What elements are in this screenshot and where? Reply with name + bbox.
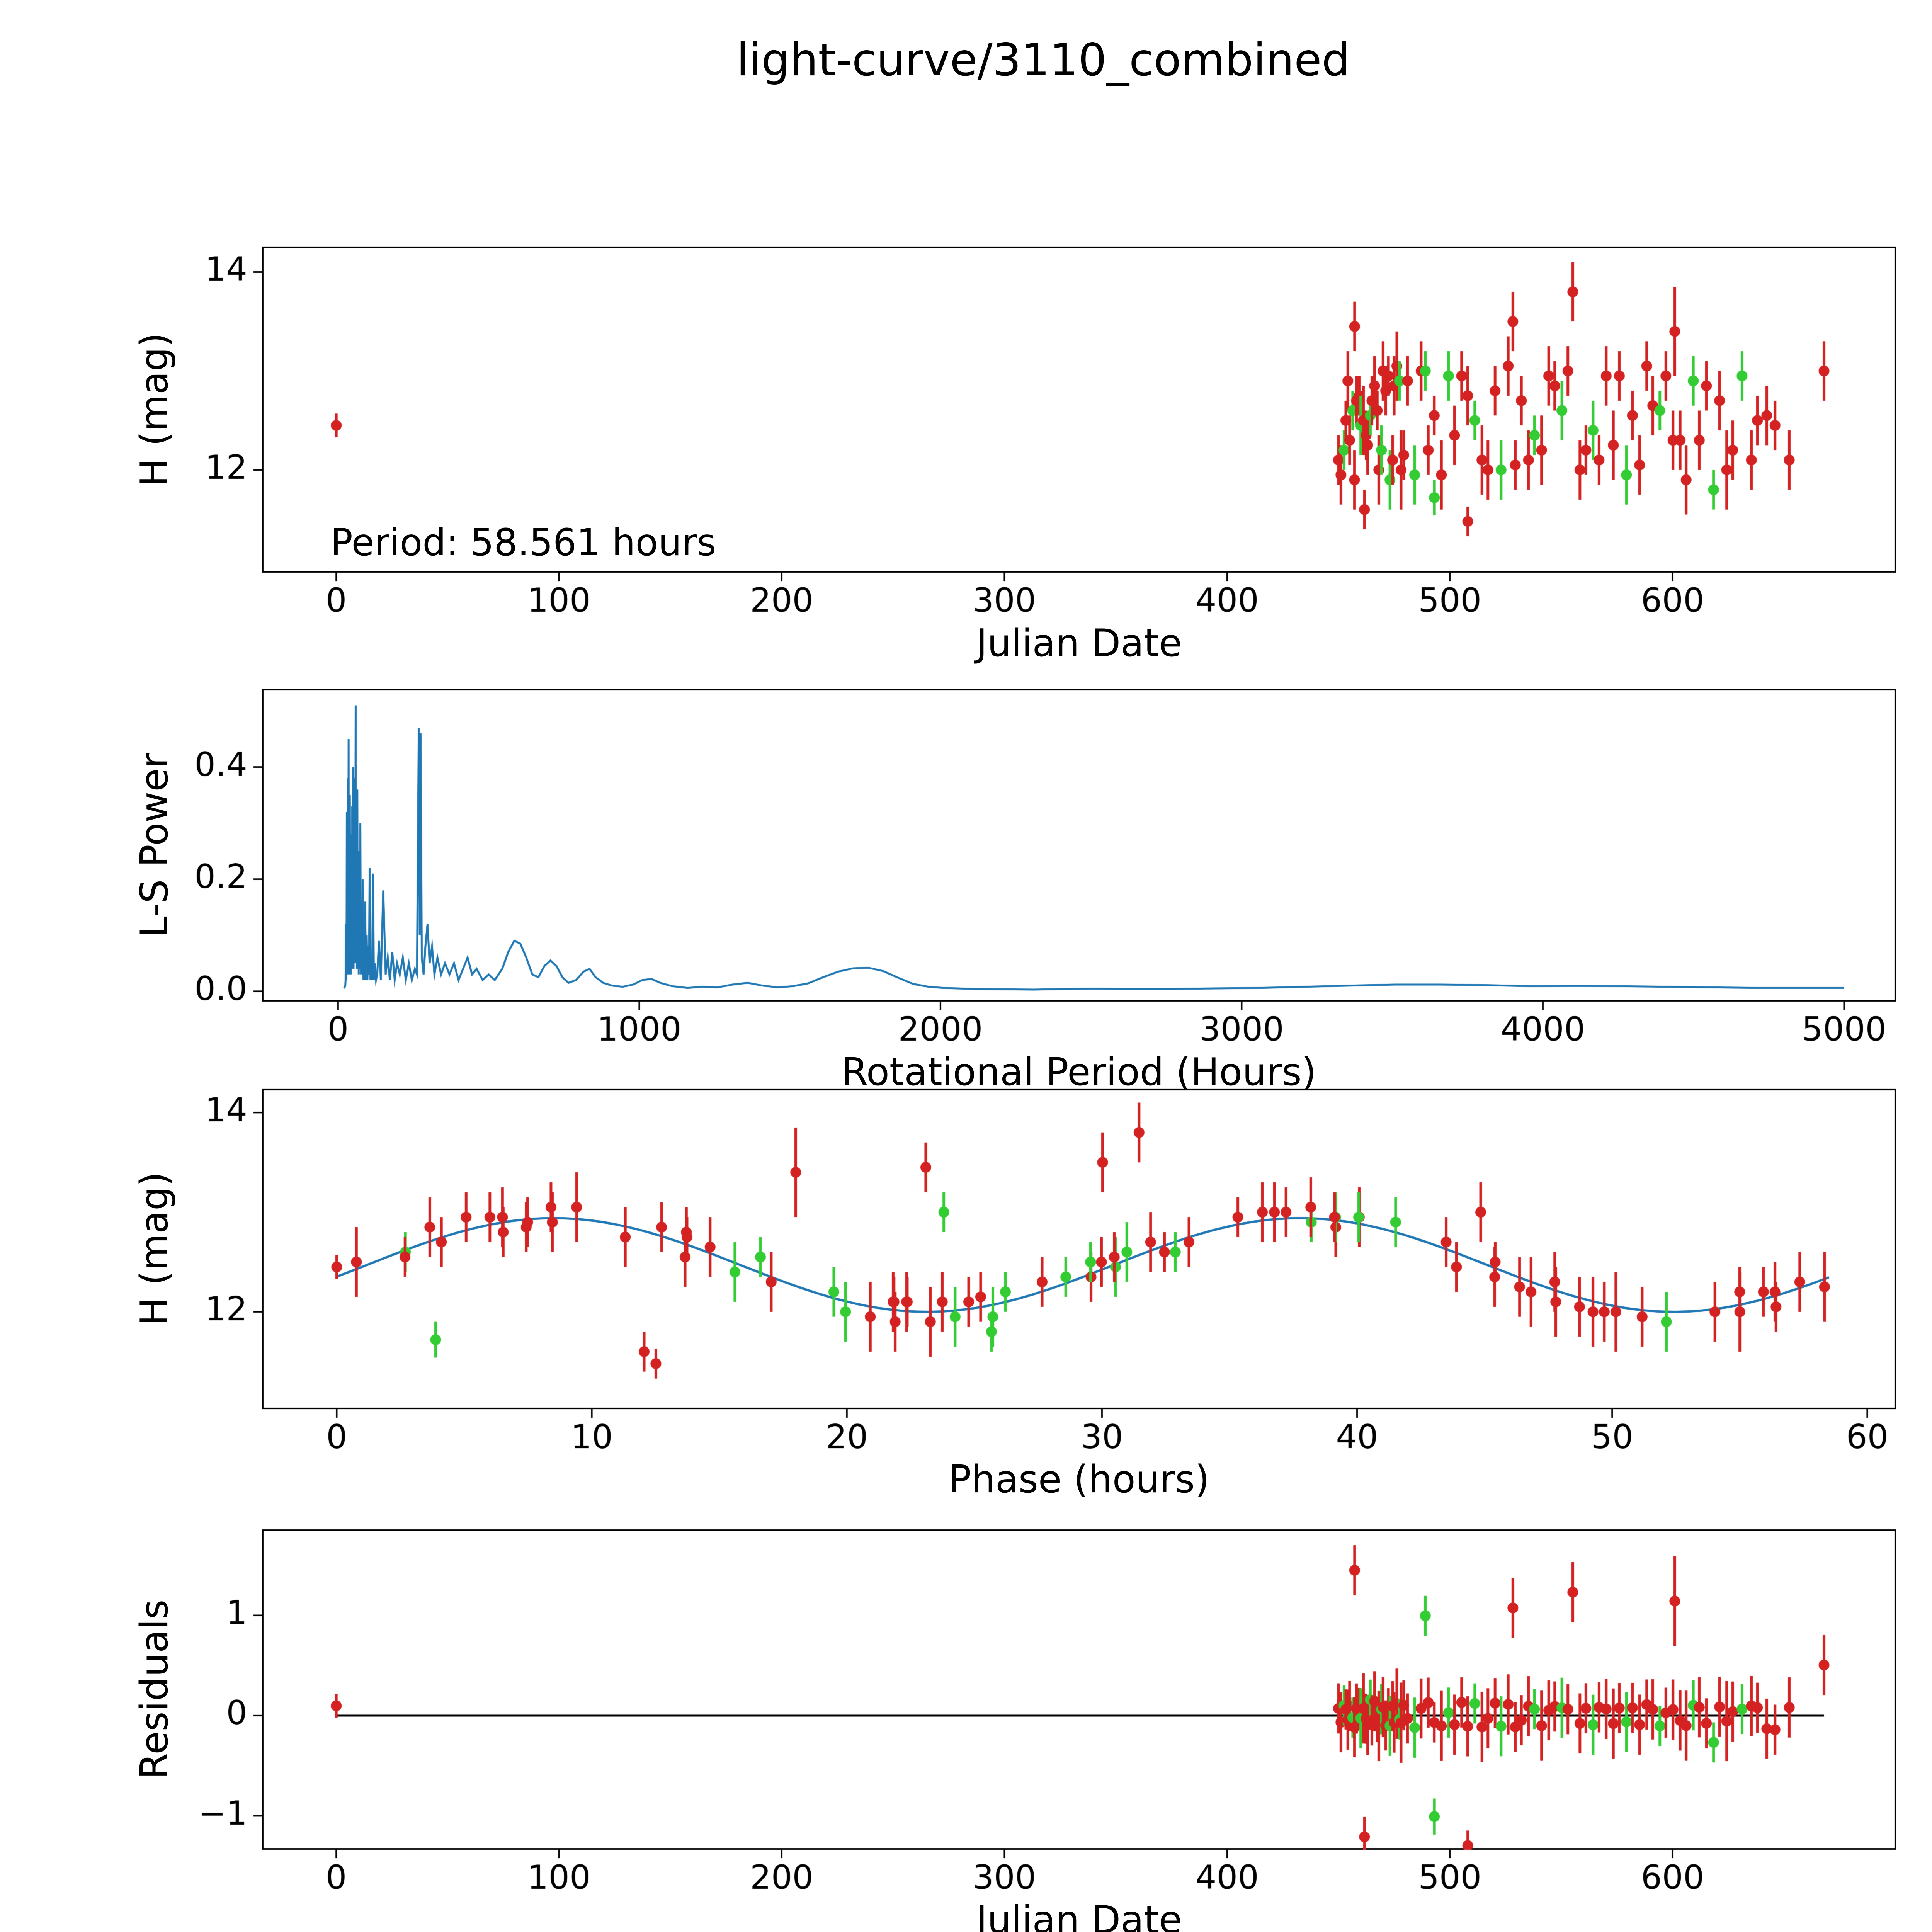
ylabel-h-mag-phase: H (mag) (133, 1172, 177, 1326)
ylabel-residuals: Residuals (133, 1599, 177, 1779)
period-annotation: Period: 58.561 hours (330, 521, 716, 564)
ylabel-h-mag-top: H (mag) (133, 332, 177, 487)
xlabel-phase-hours: Phase (hours) (948, 1458, 1210, 1502)
xlabel-rotational-period: Rotational Period (Hours) (842, 1050, 1316, 1094)
xlabel-julian-date-bottom: Julian Date (976, 1898, 1182, 1932)
xlabel-julian-date-top: Julian Date (976, 621, 1182, 665)
ylabel-ls-power: L-S Power (133, 753, 177, 937)
figure-title: light-curve/3110_combined (736, 34, 1350, 86)
